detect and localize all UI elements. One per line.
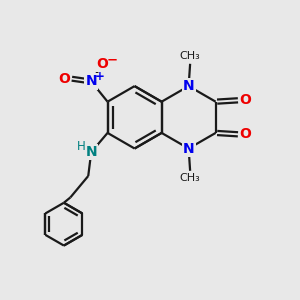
Text: O: O <box>97 57 108 71</box>
Text: N: N <box>85 74 97 88</box>
Text: O: O <box>239 93 251 107</box>
Text: +: + <box>95 70 105 83</box>
Text: N: N <box>183 142 194 155</box>
Text: O: O <box>58 71 70 85</box>
Text: H: H <box>76 140 85 153</box>
Text: N: N <box>85 145 97 159</box>
Text: N: N <box>183 79 194 93</box>
Text: CH₃: CH₃ <box>180 173 200 183</box>
Text: CH₃: CH₃ <box>180 51 200 62</box>
Text: −: − <box>106 53 118 66</box>
Text: O: O <box>239 128 251 141</box>
